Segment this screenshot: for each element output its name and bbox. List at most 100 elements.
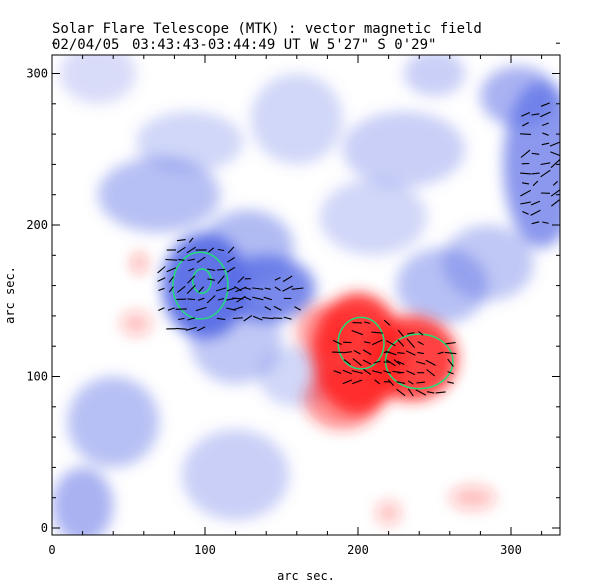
vector-mark xyxy=(282,275,293,283)
negative-polarity-region xyxy=(67,376,160,468)
vector-mark xyxy=(176,246,186,254)
negative-polarity-region xyxy=(136,111,244,172)
vector-mark xyxy=(550,189,560,197)
vector-mark xyxy=(407,388,414,397)
negative-contour xyxy=(172,251,229,320)
vector-mark xyxy=(207,278,216,281)
vector-mark xyxy=(541,142,550,146)
negative-polarity-region xyxy=(319,179,427,256)
negative-polarity-region xyxy=(250,73,343,165)
vector-mark xyxy=(343,359,352,366)
positive-polarity-region xyxy=(120,311,152,336)
pointing-position: W 5'27" S 0'29" xyxy=(310,37,436,53)
positive-polarity-region xyxy=(131,252,147,274)
plot-area xyxy=(52,55,560,535)
vector-mark xyxy=(531,152,540,155)
vector-mark xyxy=(187,275,196,284)
vector-mark xyxy=(217,248,225,252)
observation-time: 03:43:43-03:44:49 UT xyxy=(132,37,301,53)
vector-layer xyxy=(157,102,560,397)
negative-polarity-region xyxy=(442,225,534,301)
vector-mark xyxy=(186,246,196,254)
vector-mark xyxy=(274,277,281,281)
x-tick-label: 300 xyxy=(500,543,522,557)
vector-mark xyxy=(232,306,244,311)
vector-mark xyxy=(407,380,414,385)
vector-mark xyxy=(386,340,396,347)
vector-mark xyxy=(274,286,281,291)
vector-mark xyxy=(175,327,187,330)
vector-mark xyxy=(445,342,456,345)
vector-mark xyxy=(530,200,541,206)
vector-mark xyxy=(530,209,541,216)
vector-mark xyxy=(158,287,165,292)
vector-mark xyxy=(272,317,283,319)
vector-mark xyxy=(542,132,549,136)
vector-mark xyxy=(444,351,457,355)
positive-contour xyxy=(384,333,454,390)
vector-mark xyxy=(262,317,274,320)
vector-mark xyxy=(178,258,185,261)
vector-mark xyxy=(540,162,551,166)
vector-mark xyxy=(418,331,424,336)
y-tick-label: 200 xyxy=(26,218,48,232)
vector-mark xyxy=(522,210,529,215)
chart-title: Solar Flare Telescope (MTK) : vector mag… xyxy=(52,21,482,37)
vector-mark xyxy=(393,359,401,366)
x-axis-title: arc sec. xyxy=(277,569,335,583)
vector-mark xyxy=(332,339,342,345)
vector-mark xyxy=(540,102,550,107)
vector-mark xyxy=(542,221,549,224)
negative-polarity-region xyxy=(480,65,557,127)
vector-mark xyxy=(416,381,426,384)
vector-mark xyxy=(197,326,206,332)
vector-mark xyxy=(352,358,362,367)
vector-mark xyxy=(362,349,372,356)
vector-mark xyxy=(522,182,530,185)
vector-mark xyxy=(415,389,427,396)
vector-mark xyxy=(541,122,549,127)
vector-mark xyxy=(166,267,177,273)
vector-mark xyxy=(397,371,405,374)
vector-mark xyxy=(426,391,435,394)
vector-mark xyxy=(387,379,395,386)
vector-mark xyxy=(188,267,195,272)
vector-mark xyxy=(396,381,406,384)
vector-mark xyxy=(168,276,174,283)
vector-mark xyxy=(178,317,185,321)
vector-mark xyxy=(371,339,383,346)
vector-mark xyxy=(176,239,186,242)
vector-mark xyxy=(252,296,264,301)
x-tick-label: 100 xyxy=(194,543,216,557)
vector-mark xyxy=(353,350,361,355)
vector-mark xyxy=(352,379,363,385)
x-tick-label: 200 xyxy=(347,543,369,557)
vector-mark xyxy=(520,201,531,205)
vector-mark xyxy=(264,287,271,290)
vector-mark xyxy=(531,113,540,116)
positive-polarity-region xyxy=(304,368,381,430)
vector-mark xyxy=(552,180,558,186)
vector-mark xyxy=(363,341,371,344)
positive-polarity-region xyxy=(376,500,401,525)
vector-mark xyxy=(235,286,247,293)
negative-polarity-region xyxy=(201,209,294,286)
vector-mark xyxy=(550,159,560,169)
vector-mark xyxy=(372,370,383,374)
vector-mark xyxy=(406,370,416,376)
vector-mark xyxy=(157,277,166,282)
vector-mark xyxy=(217,297,225,301)
vector-mark xyxy=(168,286,174,293)
vector-mark xyxy=(244,296,252,301)
plot-frame xyxy=(51,54,561,536)
vector-mark xyxy=(165,258,178,261)
vector-mark xyxy=(425,359,436,366)
vector-mark xyxy=(207,268,216,271)
vector-mark xyxy=(252,287,264,290)
vector-mark xyxy=(243,314,253,322)
vector-mark xyxy=(549,141,560,147)
vector-mark xyxy=(520,189,531,197)
vector-mark xyxy=(187,317,196,321)
vector-mark xyxy=(226,287,236,292)
vector-mark xyxy=(397,360,405,365)
